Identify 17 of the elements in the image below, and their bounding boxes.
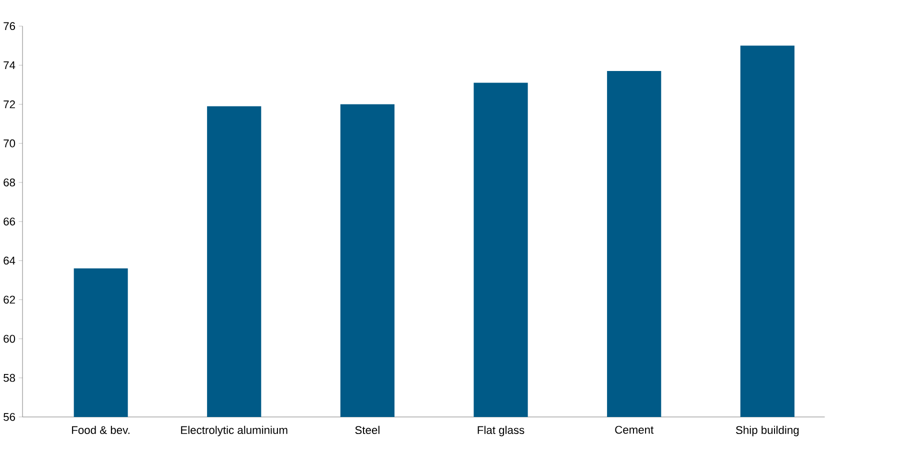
y-tick-label: 62 bbox=[4, 296, 15, 304]
y-tick-label: 72 bbox=[4, 100, 15, 108]
y-tick-label: 70 bbox=[4, 139, 16, 148]
x-tick-label: Steel bbox=[355, 426, 380, 434]
y-tick-label: 74 bbox=[4, 61, 16, 69]
x-tick-label: Cement bbox=[615, 426, 654, 434]
x-tick-label: Food & bev. bbox=[72, 426, 130, 434]
y-tick-label: 56 bbox=[4, 412, 16, 421]
x-tick-label: Flat glass bbox=[478, 426, 524, 436]
y-tick-label: 66 bbox=[4, 217, 16, 226]
y-tick-label: 60 bbox=[4, 334, 16, 342]
x-tick-label: Ship building bbox=[736, 426, 799, 436]
y-tick-label: 64 bbox=[4, 256, 16, 264]
y-tick-label: 68 bbox=[4, 178, 16, 186]
x-tick-label: Electrolytic aluminium bbox=[181, 426, 288, 436]
y-tick-label: 76 bbox=[4, 22, 16, 30]
y-tick-label: 58 bbox=[4, 374, 16, 382]
